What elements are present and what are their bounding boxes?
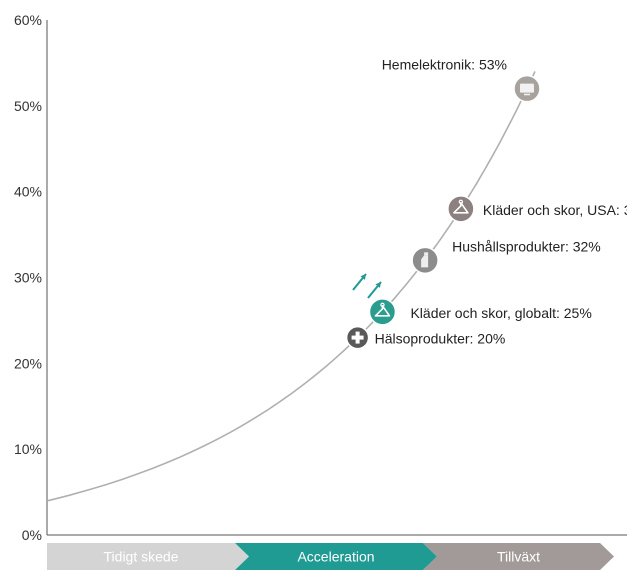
data-point: Hushållsprodukter: 32% [411, 238, 601, 275]
acceleration-arrow-icon [352, 273, 367, 291]
y-tick-label: 30% [14, 270, 42, 286]
hanger-icon [453, 199, 469, 214]
stage-label: Acceleration [297, 549, 374, 565]
y-tick-label: 0% [22, 527, 42, 543]
hanger-icon [374, 302, 391, 317]
data-point: Hemelektronik: 53% [382, 57, 541, 103]
data-point: Hälsoprodukter: 20% [345, 325, 506, 350]
tv-icon [519, 83, 534, 96]
y-tick-label: 60% [14, 12, 42, 28]
data-points: Hälsoprodukter: 20% Kläder och skor, glob… [345, 57, 627, 350]
y-axis-ticks: 0% 10% 20% 30% 40% 50% 60% [14, 12, 42, 543]
y-tick-label: 40% [14, 184, 42, 200]
point-label: Hälsoprodukter: 20% [375, 331, 506, 347]
y-tick-label: 50% [14, 98, 42, 114]
adoption-curve [47, 71, 536, 502]
point-label: Hemelektronik: 53% [382, 57, 507, 73]
stage-segment: Tidigt skede [47, 543, 249, 570]
stage-label: Tillväxt [497, 549, 540, 565]
medical-cross-icon [351, 331, 364, 344]
point-label: Kläder och skor, globalt: 25% [410, 305, 591, 321]
data-point: Kläder och skor, USA: 38% [447, 195, 627, 223]
data-point: Kläder och skor, globalt: 25% [368, 298, 592, 326]
stage-segment: Acceleration [235, 543, 437, 570]
point-label: Hushållsprodukter: 32% [452, 238, 601, 254]
point-marker [447, 195, 475, 223]
point-label: Kläder och skor, USA: 38% [483, 202, 627, 218]
stage-label: Tidigt skede [104, 549, 179, 565]
y-tick-label: 20% [14, 355, 42, 371]
y-tick-label: 10% [14, 441, 42, 457]
point-marker [368, 298, 397, 326]
acceleration-arrows [352, 273, 382, 299]
stage-bar: Tidigt skede Acceleration Tillväxt [47, 543, 614, 570]
spray-bottle-icon [421, 252, 429, 268]
acceleration-arrow-icon [367, 281, 382, 299]
stage-segment: Tillväxt [423, 543, 614, 570]
